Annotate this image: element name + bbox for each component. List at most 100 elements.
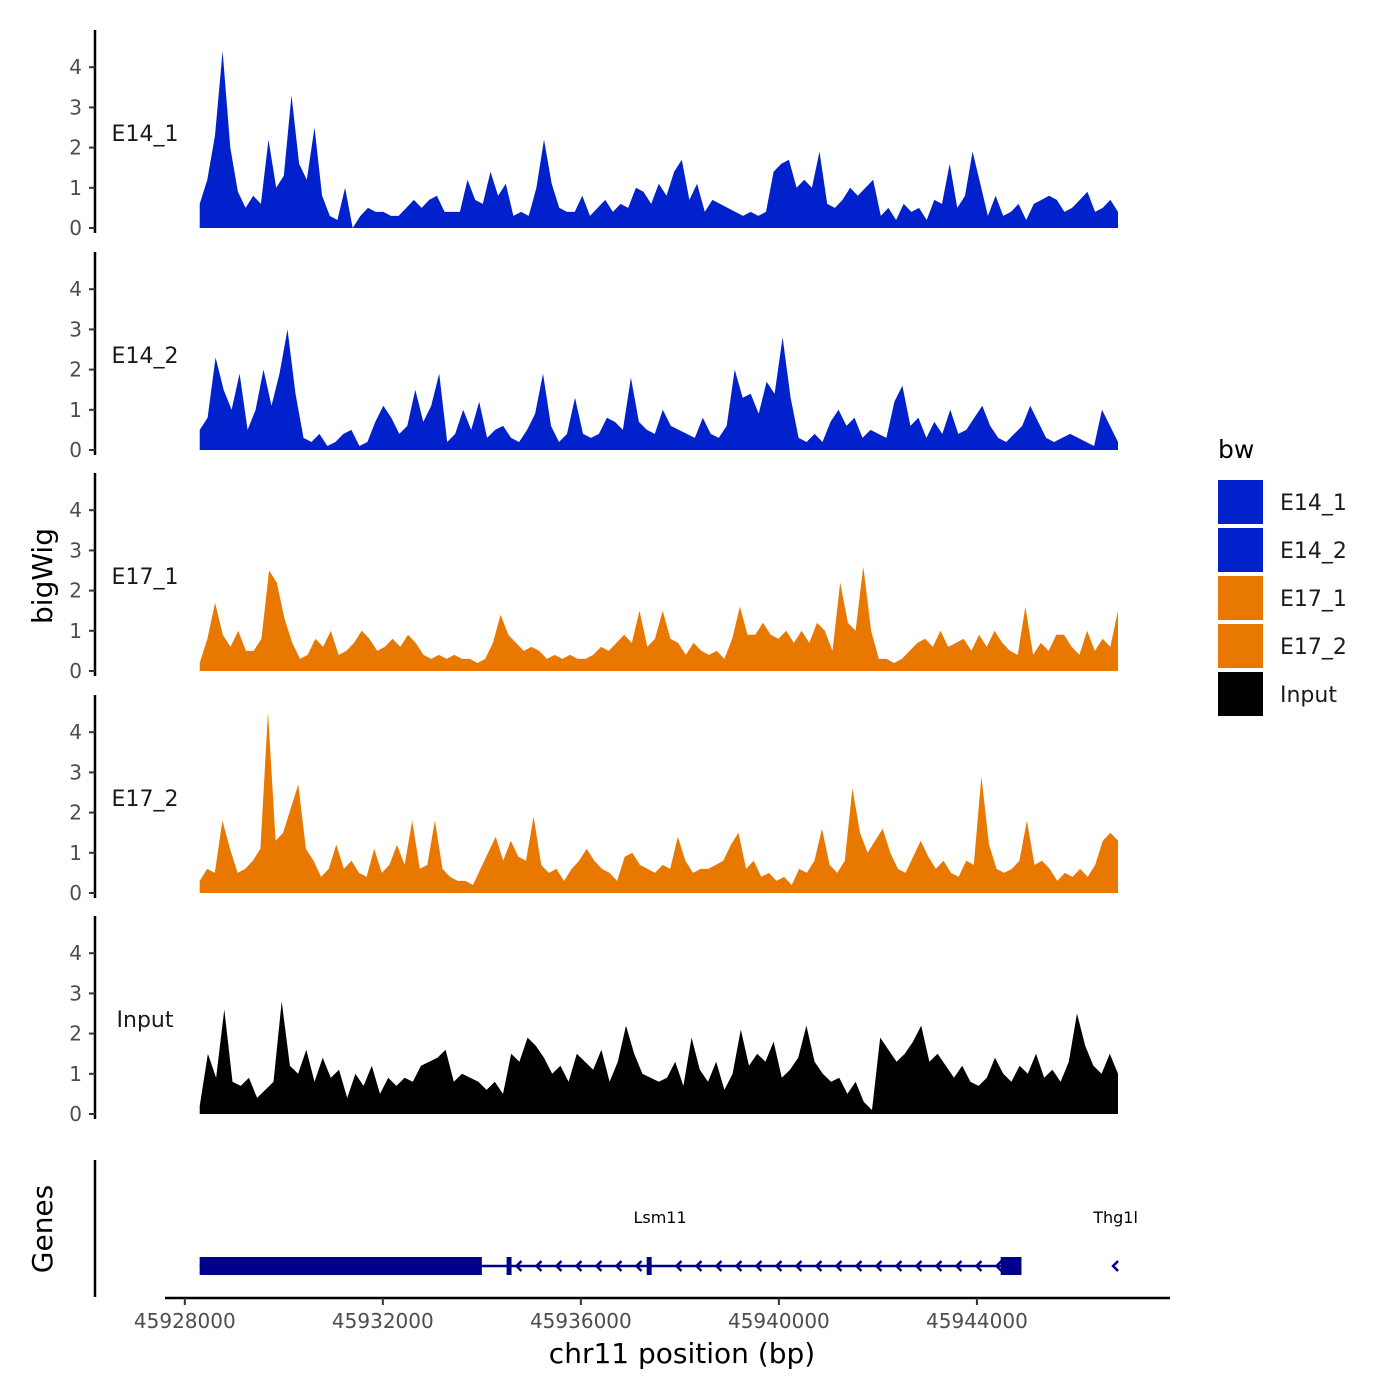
strand-arrow bbox=[874, 1260, 883, 1272]
coverage-area-E17_2 bbox=[199, 712, 1118, 893]
gene-exon bbox=[199, 1257, 482, 1275]
strand-arrow bbox=[834, 1260, 843, 1272]
legend-label: E14_1 bbox=[1280, 491, 1347, 516]
y-tick-label: 2 bbox=[69, 579, 82, 603]
strand-arrow bbox=[774, 1260, 783, 1272]
y-tick-label: 1 bbox=[69, 1062, 82, 1086]
y-tick-label: 3 bbox=[69, 760, 82, 784]
y-tick-label: 3 bbox=[69, 95, 82, 119]
legend: bw E14_1 E14_2 E17_1 E17_2 Input bbox=[1218, 435, 1347, 716]
y-axis-title: bigWig bbox=[26, 528, 59, 624]
strand-arrow bbox=[554, 1260, 563, 1272]
strand-arrow bbox=[594, 1260, 603, 1272]
gene-exon bbox=[506, 1257, 512, 1275]
y-tick-label: 3 bbox=[69, 538, 82, 562]
track-E14_1: 0 1 2 3 4 E14_1 bbox=[69, 30, 1118, 240]
track-Input: 0 1 2 3 4 Input bbox=[69, 916, 1118, 1126]
legend-swatch bbox=[1218, 576, 1263, 620]
strand-arrow bbox=[894, 1260, 903, 1272]
strand-arrow bbox=[714, 1260, 723, 1272]
coverage-tracks: 0 1 2 3 4 E14_1 0 1 2 3 4 E14_2 0 1 2 3 4 E17_1 0 1 2 3 4 E17_2… bbox=[69, 30, 1118, 1126]
legend-entry-E17_2: E17_2 bbox=[1218, 624, 1347, 668]
track-label: E17_1 bbox=[112, 565, 179, 590]
legend-entry-E14_2: E14_2 bbox=[1218, 528, 1347, 572]
legend-label: E14_2 bbox=[1280, 539, 1347, 564]
genes-axis-title: Genes bbox=[26, 1185, 59, 1273]
y-tick-label: 1 bbox=[69, 841, 82, 865]
strand-arrow bbox=[954, 1260, 963, 1272]
y-tick-label: 2 bbox=[69, 801, 82, 825]
gene-label: Lsm11 bbox=[633, 1208, 686, 1227]
y-tick-label: 0 bbox=[69, 659, 82, 683]
legend-entry-E14_1: E14_1 bbox=[1218, 480, 1347, 524]
track-label: E14_2 bbox=[112, 344, 179, 369]
y-tick-label: 4 bbox=[69, 720, 82, 744]
strand-arrow bbox=[534, 1260, 543, 1272]
coverage-area-E14_1 bbox=[199, 51, 1118, 228]
y-tick-label: 4 bbox=[69, 498, 82, 522]
legend-label: E17_1 bbox=[1280, 587, 1347, 612]
coverage-area-E17_1 bbox=[199, 566, 1118, 671]
strand-arrow bbox=[734, 1260, 743, 1272]
track-label: E14_1 bbox=[112, 122, 179, 147]
legend-label: E17_2 bbox=[1280, 635, 1347, 660]
legend-entry-Input: Input bbox=[1218, 672, 1337, 716]
y-tick-label: 2 bbox=[69, 136, 82, 160]
gene-Lsm11: Lsm11 bbox=[199, 1208, 1022, 1275]
y-tick-label: 3 bbox=[69, 981, 82, 1005]
y-tick-label: 2 bbox=[69, 1022, 82, 1046]
legend-swatch bbox=[1218, 480, 1263, 524]
y-tick-label: 2 bbox=[69, 358, 82, 382]
y-tick-label: 1 bbox=[69, 398, 82, 422]
y-tick-label: 4 bbox=[69, 277, 82, 301]
track-E17_1: 0 1 2 3 4 E17_1 bbox=[69, 473, 1118, 683]
strand-arrow bbox=[914, 1260, 923, 1272]
strand-arrow bbox=[574, 1260, 583, 1272]
legend-swatch bbox=[1218, 624, 1263, 668]
coverage-area-E14_2 bbox=[199, 329, 1118, 450]
x-tick-label: 45936000 bbox=[530, 1309, 632, 1333]
strand-arrow bbox=[694, 1260, 703, 1272]
track-E14_2: 0 1 2 3 4 E14_2 bbox=[69, 252, 1118, 462]
legend-swatch bbox=[1218, 672, 1263, 716]
gene-label: Thg1l bbox=[1092, 1208, 1138, 1227]
y-tick-label: 0 bbox=[69, 216, 82, 240]
x-axis: 45928000 45932000 45936000 45940000 45944000 bbox=[134, 1296, 1170, 1333]
x-tick-label: 45928000 bbox=[134, 1309, 236, 1333]
strand-arrow bbox=[934, 1260, 943, 1272]
strand-arrow bbox=[974, 1260, 983, 1272]
strand-arrow bbox=[814, 1260, 823, 1272]
strand-arrow bbox=[994, 1260, 1003, 1272]
y-tick-label: 0 bbox=[69, 1102, 82, 1126]
strand-arrow bbox=[514, 1260, 523, 1272]
y-tick-label: 0 bbox=[69, 881, 82, 905]
track-label: E17_2 bbox=[112, 787, 179, 812]
y-tick-label: 3 bbox=[69, 317, 82, 341]
x-tick-label: 45932000 bbox=[332, 1309, 434, 1333]
y-tick-label: 4 bbox=[69, 941, 82, 965]
legend-title: bw bbox=[1218, 435, 1254, 464]
coverage-area-Input bbox=[199, 1001, 1118, 1114]
strand-arrow bbox=[794, 1260, 803, 1272]
strand-arrow bbox=[854, 1260, 863, 1272]
gene-panel: Lsm11 Thg1l bbox=[93, 1160, 1138, 1297]
strand-arrow bbox=[634, 1260, 643, 1272]
y-tick-label: 1 bbox=[69, 176, 82, 200]
gene-exon bbox=[1000, 1257, 1022, 1275]
track-E17_2: 0 1 2 3 4 E17_2 bbox=[69, 695, 1118, 905]
strand-arrow bbox=[1111, 1260, 1119, 1272]
track-label: Input bbox=[117, 1008, 174, 1033]
legend-entry-E17_1: E17_1 bbox=[1218, 576, 1347, 620]
x-tick-label: 45940000 bbox=[728, 1309, 830, 1333]
y-tick-label: 0 bbox=[69, 438, 82, 462]
legend-swatch bbox=[1218, 528, 1263, 572]
x-tick-label: 45944000 bbox=[926, 1309, 1028, 1333]
legend-label: Input bbox=[1280, 683, 1337, 708]
y-tick-label: 4 bbox=[69, 55, 82, 79]
strand-arrow bbox=[754, 1260, 763, 1272]
gene-Thg1l: Thg1l bbox=[1092, 1208, 1138, 1272]
strand-arrow bbox=[674, 1260, 683, 1272]
strand-arrow bbox=[614, 1260, 623, 1272]
gene-exon bbox=[646, 1257, 652, 1275]
